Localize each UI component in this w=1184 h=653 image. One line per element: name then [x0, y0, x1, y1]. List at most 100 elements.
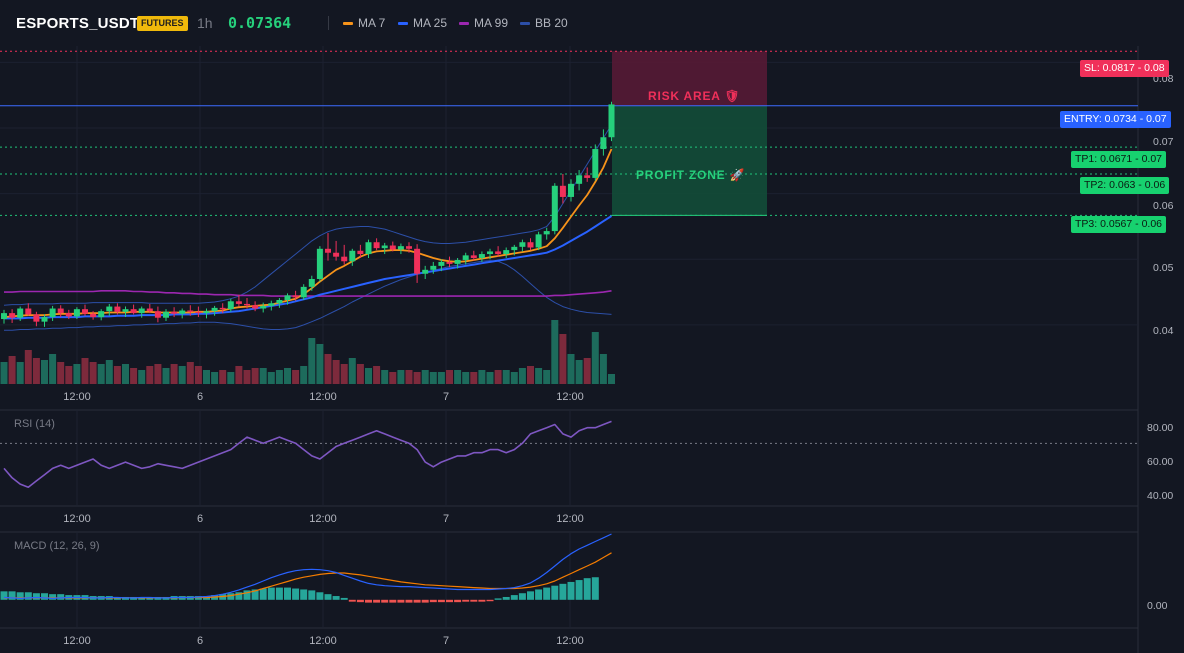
volume-bar [478, 370, 486, 384]
macd-histogram-bar [591, 577, 599, 600]
macd-histogram-bar [551, 585, 559, 600]
ma25-swatch [398, 21, 408, 25]
volume-bar [284, 368, 291, 384]
volume-bar [89, 362, 97, 384]
candle-body [187, 310, 194, 312]
volume-bar [575, 360, 583, 384]
volume-bar [203, 370, 210, 384]
volume-bar [105, 360, 113, 384]
price-axis-label: 0.05 [1153, 262, 1174, 274]
volume-bar [543, 370, 551, 384]
volume-bar [170, 364, 178, 384]
legend-ma25[interactable]: MA 25 [398, 16, 447, 30]
risk-area-label: RISK AREA 🛡 [648, 89, 741, 103]
volume-bar [154, 364, 162, 384]
price-axis-label: 0.06 [1153, 200, 1174, 212]
candle-body [33, 314, 40, 322]
legend-ma99[interactable]: MA 99 [459, 16, 508, 30]
entry-label: ENTRY: 0.0734 [1064, 113, 1137, 125]
candle-body [519, 242, 526, 247]
volume-bar [122, 364, 129, 384]
price-axis-label: 0.07 [1153, 136, 1174, 148]
volume-bar [16, 362, 24, 384]
macd-histogram-bar [24, 592, 32, 600]
volume-bar [340, 364, 348, 384]
candle-body [503, 250, 510, 255]
macd-histogram-bar [57, 594, 65, 600]
tp3-level-tag[interactable]: TP3: 0.0567 - 0.06 [1071, 216, 1166, 233]
entry-level-tag[interactable]: ENTRY: 0.0734 - 0.07 [1060, 111, 1171, 128]
volume-bar [251, 368, 259, 384]
macd-histogram-bar [478, 599, 486, 602]
rsi-axis-label: 60.00 [1147, 456, 1174, 468]
volume-bar [381, 370, 389, 384]
tp3-axis-value: 0.06 [1141, 218, 1162, 230]
volume-bar [535, 368, 543, 384]
sl-level-tag[interactable]: SL: 0.0817 - 0.08 [1080, 60, 1169, 77]
candle-body [325, 248, 331, 253]
candle-body [422, 269, 429, 274]
candle-body [592, 149, 599, 178]
candle-body [65, 313, 72, 317]
macd-histogram-bar [421, 599, 429, 603]
candle-body [406, 246, 412, 249]
candle-body [568, 183, 574, 197]
volume-bar [389, 372, 397, 384]
timeframe-label[interactable]: 1h [197, 15, 213, 31]
macd-histogram-bar [381, 599, 389, 603]
volume-bar [211, 372, 219, 384]
price-axis-label: 0.04 [1153, 325, 1174, 337]
legend-bb20[interactable]: BB 20 [520, 16, 568, 30]
candle-body [527, 242, 534, 248]
volume-bar [178, 366, 186, 384]
candle-body [341, 256, 348, 262]
macd-histogram-bar [332, 596, 340, 600]
macd-histogram-bar [575, 580, 583, 600]
legend-label: MA 7 [358, 16, 386, 30]
time-axis-label: 12:00 [309, 391, 337, 403]
tp2-level-tag[interactable]: TP2: 0.063 - 0.06 [1080, 177, 1170, 194]
candle-body [146, 308, 153, 312]
volume-bar [308, 338, 316, 384]
rsi-axis-label: 80.00 [1147, 422, 1174, 434]
time-axis-label: 12:00 [63, 391, 91, 403]
ma99-swatch [459, 21, 469, 25]
macd-histogram-bar [502, 596, 510, 600]
candle-body [203, 311, 210, 314]
candle-body [608, 104, 615, 138]
volume-bar [57, 362, 65, 384]
tp1-level-tag[interactable]: TP1: 0.0671 - 0.07 [1071, 151, 1166, 168]
candle-body [114, 306, 121, 312]
volume-bar [567, 354, 575, 384]
volume-bar [591, 332, 599, 384]
volume-bar [527, 366, 534, 384]
volume-bar [454, 370, 462, 384]
volume-bar [421, 370, 429, 384]
legend-ma7[interactable]: MA 7 [343, 16, 385, 30]
chart-header: ESPORTS_USDT FUTURES 1h 0.07364 MA 7 MA … [0, 0, 1184, 46]
macd-title: MACD (12, 26, 9) [14, 540, 100, 552]
macd-histogram-bar [292, 588, 300, 600]
candle-body [49, 308, 56, 318]
candle-body [357, 250, 364, 255]
symbol-name[interactable]: ESPORTS_USDT [16, 15, 140, 32]
candle-body [17, 308, 24, 318]
macd-histogram-bar [356, 599, 364, 603]
entry-axis-value: 0.07 [1146, 113, 1167, 125]
time-axis-label: 7 [442, 391, 450, 403]
candle-body [171, 311, 178, 314]
macd-histogram-bar [567, 581, 575, 600]
volume-bar [73, 364, 81, 384]
candle-body [414, 248, 421, 274]
volume-bar [292, 370, 300, 384]
candle-body [600, 137, 607, 150]
time-axis-label: 6 [196, 391, 204, 403]
volume-bar [146, 366, 154, 384]
macd-histogram-bar [259, 588, 267, 600]
bb-lower-line [4, 260, 612, 331]
volume-bar [194, 366, 202, 384]
time-axis-label: 12:00 [309, 513, 337, 525]
macd-histogram-bar [267, 587, 275, 600]
volume-bar [300, 366, 308, 384]
